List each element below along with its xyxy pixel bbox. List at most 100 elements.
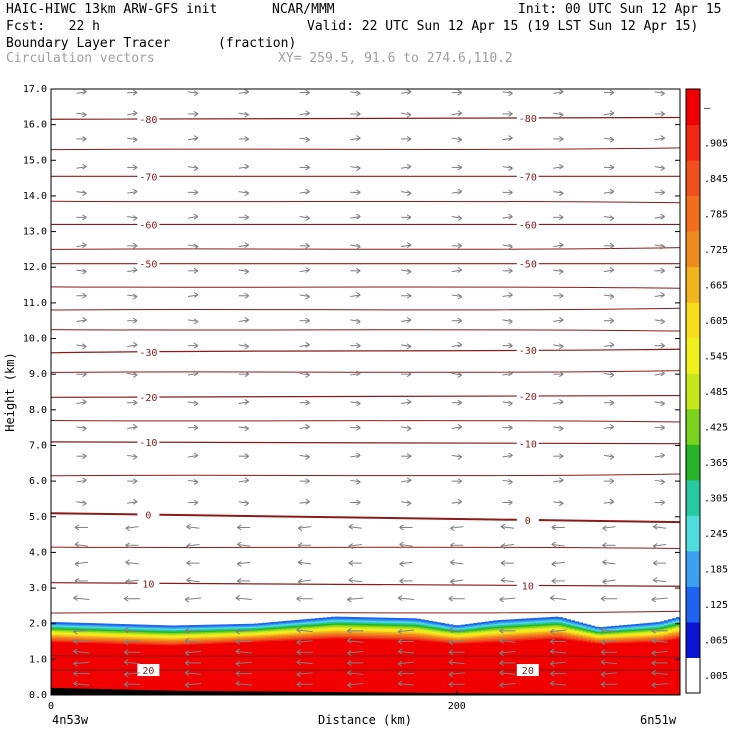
wind-vector-head <box>73 670 78 677</box>
tracer-cell <box>322 636 328 639</box>
tracer-cell <box>270 635 275 638</box>
wind-vector <box>553 166 564 169</box>
tracer-cell <box>144 628 149 631</box>
tracer-cell <box>262 633 267 636</box>
tracer-cell <box>448 642 454 695</box>
tracer-cell <box>578 639 584 642</box>
tracer-cell <box>193 624 198 627</box>
tracer-cell <box>501 638 507 641</box>
tracer-cell <box>456 638 462 640</box>
tracer-cell <box>331 622 336 625</box>
tracer-cell <box>505 624 511 627</box>
tracer-cell <box>67 642 72 695</box>
tracer-cell <box>176 642 182 644</box>
tracer-cell <box>180 629 186 632</box>
tracer-cell <box>160 627 166 630</box>
wind-vector-head <box>660 135 665 142</box>
tracer-cell <box>363 626 369 629</box>
tracer-cell <box>111 632 117 635</box>
wind-vector <box>298 579 312 583</box>
tracer-cell <box>375 622 381 625</box>
tracer-cell <box>566 629 571 632</box>
wind-vector-head <box>193 213 199 220</box>
tracer-cell <box>55 622 60 625</box>
tracer-cell <box>278 629 283 632</box>
tracer-cell <box>521 633 527 636</box>
tracer-cell <box>266 632 271 635</box>
tracer-cell <box>586 634 592 637</box>
tracer-cell <box>659 627 665 629</box>
tracer-cell <box>647 626 653 629</box>
tracer-cell <box>554 622 559 625</box>
tracer-cell <box>91 625 97 628</box>
tracer-cell <box>521 624 527 627</box>
tracer-cell <box>611 642 616 695</box>
tracer-cell <box>412 635 417 638</box>
tracer-cell <box>542 629 547 632</box>
tracer-cell <box>180 632 186 635</box>
tracer-cell <box>201 638 206 641</box>
tracer-cell <box>282 629 287 632</box>
tracer-cell <box>205 640 210 643</box>
tracer-cell <box>225 638 231 641</box>
tracer-cell <box>188 625 194 627</box>
wind-vector <box>651 640 668 643</box>
tracer-cell <box>314 622 320 625</box>
tracer-cell <box>432 635 438 638</box>
tracer-cell <box>671 636 677 639</box>
tracer-cell <box>468 624 474 627</box>
tracer-cell <box>217 639 222 641</box>
tracer-cell <box>444 633 450 635</box>
tracer-cell <box>164 633 170 636</box>
wind-vector <box>74 543 88 547</box>
wind-vector-head <box>356 135 361 142</box>
tracer-cell <box>59 633 64 636</box>
tracer-cell <box>643 625 649 628</box>
tracer-cell <box>326 620 332 623</box>
tracer-cell <box>124 624 129 627</box>
wind-vector-head <box>651 659 656 666</box>
tracer-cell <box>663 623 669 626</box>
tracer-cell <box>278 624 283 626</box>
tracer-cell <box>635 633 640 635</box>
tracer-cell <box>590 631 596 634</box>
y-tick-label: 0.0 <box>29 690 47 701</box>
y-tick-label: 5.0 <box>29 512 47 523</box>
tracer-cell <box>550 624 555 627</box>
tracer-cell <box>639 639 644 642</box>
wind-vector-head <box>660 370 665 377</box>
tracer-cell <box>558 633 563 636</box>
tracer-cell <box>582 623 588 626</box>
wind-vector <box>187 454 199 458</box>
tracer-cell <box>627 636 632 638</box>
tracer-cell <box>615 628 620 630</box>
wind-vector-head <box>132 136 138 143</box>
tracer-cell <box>659 634 665 637</box>
tracer-cell <box>448 638 454 641</box>
tracer-cell <box>241 631 247 634</box>
tracer-cell <box>59 623 64 626</box>
tracer-cell <box>399 624 405 627</box>
tracer-cell <box>489 623 494 626</box>
tracer-cell <box>444 642 450 695</box>
tracer-cell <box>606 638 612 640</box>
tracer-cell <box>201 634 206 637</box>
wind-vector-head <box>132 110 138 117</box>
tracer-cell <box>436 636 442 639</box>
wind-vector-head <box>305 293 310 300</box>
tracer-cell <box>452 639 458 642</box>
wind-vector <box>603 426 615 429</box>
tracer-cell <box>136 625 141 628</box>
tracer-cell <box>643 637 649 640</box>
tracer-cell <box>428 639 433 642</box>
tracer-cell <box>436 627 442 630</box>
tracer-cell <box>91 624 97 627</box>
wind-vector <box>238 426 249 429</box>
tracer-cell <box>440 631 446 634</box>
tracer-cell <box>237 625 243 628</box>
tracer-cell <box>63 627 68 630</box>
tracer-cell <box>95 638 101 641</box>
tracer-cell <box>172 636 178 639</box>
tracer-cell <box>489 637 494 640</box>
tracer-cell <box>505 619 511 622</box>
